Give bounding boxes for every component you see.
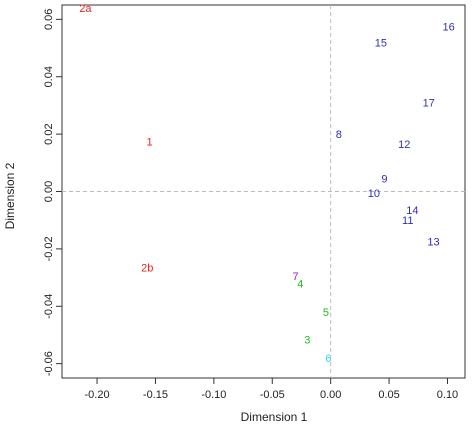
point-label-16: 16 — [443, 22, 455, 34]
reference-lines — [62, 5, 465, 378]
point-label-10: 10 — [368, 188, 380, 200]
plot-border — [61, 4, 466, 379]
point-label-12: 12 — [398, 139, 410, 151]
x-tick-label: -0.10 — [201, 389, 226, 401]
point-label-11: 11 — [402, 215, 413, 227]
y-tick-label: 0.04 — [43, 66, 55, 87]
y-tick-label: 0.00 — [43, 181, 55, 202]
y-tick-label: -0.04 — [43, 294, 55, 319]
point-label-2a: 2a — [79, 3, 92, 15]
point-label-6: 6 — [325, 353, 331, 365]
point-label-17: 17 — [423, 98, 435, 110]
y-tick-label: -0.02 — [43, 236, 55, 261]
point-label-15: 15 — [375, 37, 387, 49]
point-label-8: 8 — [336, 129, 342, 141]
x-tick-label: 0.10 — [437, 389, 458, 401]
point-label-1: 1 — [147, 136, 153, 148]
x-axis-label: Dimension 1 — [241, 410, 308, 424]
y-axis-label: Dimension 2 — [3, 162, 17, 229]
x-tick-label: 0.00 — [320, 389, 341, 401]
x-tick-label: -0.20 — [85, 389, 110, 401]
point-label-2b: 2b — [141, 263, 153, 275]
plot-frame-layer — [61, 4, 466, 379]
y-axis-ticks: -0.06 -0.04 -0.02 0.00 0.02 0.04 0.06 — [43, 9, 62, 376]
y-tick-label: 0.02 — [43, 123, 55, 144]
point-label-13: 13 — [427, 237, 439, 249]
x-tick-label: -0.15 — [143, 389, 168, 401]
x-axis-ticks: -0.20 -0.15 -0.10 -0.05 0.00 0.05 0.10 — [85, 378, 458, 401]
point-label-5: 5 — [323, 307, 329, 319]
y-tick-label: 0.06 — [43, 9, 55, 30]
x-tick-label: -0.05 — [260, 389, 285, 401]
point-label-3: 3 — [304, 334, 310, 346]
point-label-14: 14 — [406, 205, 418, 217]
point-label-9: 9 — [381, 174, 387, 186]
point-label-4: 4 — [297, 278, 303, 290]
y-tick-label: -0.06 — [43, 351, 55, 376]
x-tick-label: 0.05 — [378, 389, 399, 401]
point-label-7: 7 — [293, 271, 299, 283]
